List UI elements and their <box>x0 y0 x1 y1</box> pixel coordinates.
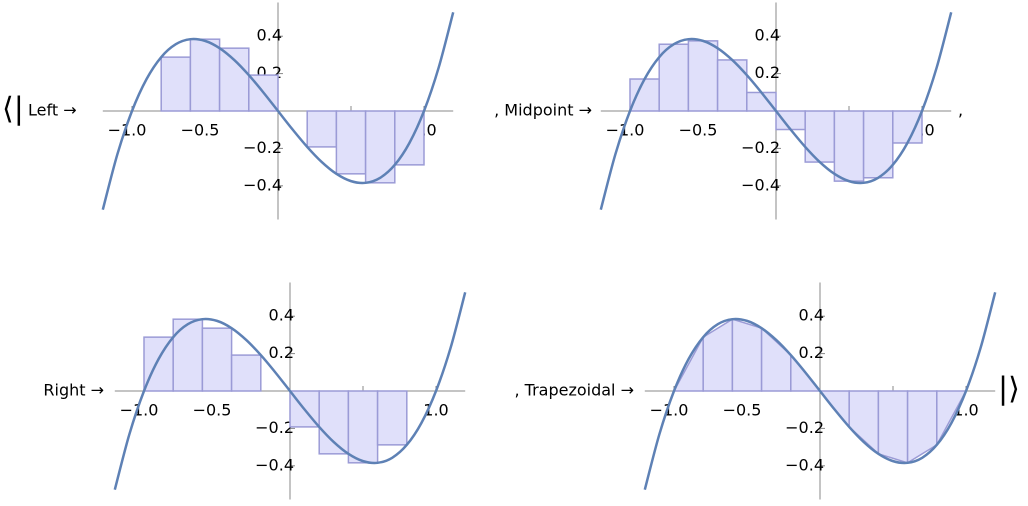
y-tick-label: −0.2 <box>785 418 824 437</box>
y-tick-label: −0.4 <box>741 175 780 194</box>
y-tick-label: 0.2 <box>755 63 780 82</box>
x-tick-label: −1.0 <box>108 121 147 140</box>
riemann-rect <box>218 47 250 112</box>
function-curve <box>113 291 467 491</box>
riemann-rect <box>364 110 396 184</box>
riemann-rect <box>833 110 865 182</box>
riemann-rect <box>201 327 233 392</box>
riemann-rect <box>629 78 660 112</box>
x-tick-label: −0.5 <box>181 121 220 140</box>
rule-label: Right → <box>43 381 104 400</box>
riemann-rect <box>230 354 262 392</box>
y-tick-label: 0.2 <box>269 343 294 362</box>
y-tick-label: 0.2 <box>799 343 824 362</box>
y-tick-label: −0.4 <box>255 455 294 474</box>
riemann-rect <box>892 110 923 144</box>
riemann-rect <box>716 59 748 112</box>
y-tick-label: −0.2 <box>243 138 282 157</box>
rule-label: Left → <box>28 101 77 120</box>
riemann-rect <box>746 91 777 112</box>
riemann-rect <box>658 43 690 112</box>
trapezoid <box>877 390 909 464</box>
y-tick-label: −0.4 <box>243 175 282 194</box>
trapezoid <box>702 317 734 392</box>
riemann-rect <box>687 40 719 112</box>
trapezoid <box>731 318 763 392</box>
y-tick-label: 0.4 <box>269 306 294 325</box>
x-tick-label: −1.0 <box>606 121 645 140</box>
trapezoid <box>906 390 938 465</box>
riemann-rect <box>376 390 408 446</box>
y-tick-label: −0.2 <box>255 418 294 437</box>
trapezoid <box>936 390 968 446</box>
function-curve <box>643 291 997 491</box>
riemann-rect <box>318 390 350 455</box>
x-tick-label: −1.0 <box>120 401 159 420</box>
riemann-rect <box>335 110 367 175</box>
riemann-rect <box>306 110 338 148</box>
x-tick-label: −0.5 <box>679 121 718 140</box>
y-tick-label: 0.4 <box>799 306 824 325</box>
riemann-rect <box>347 390 379 464</box>
separator: , <box>958 101 963 120</box>
riemann-rect <box>775 110 806 131</box>
riemann-rect <box>189 38 221 112</box>
y-tick-label: −0.2 <box>741 138 780 157</box>
rule-label: , Midpoint → <box>494 101 592 120</box>
association-close: |⟩ <box>998 372 1020 407</box>
trapezoid <box>760 326 792 392</box>
x-tick-label: −0.5 <box>723 401 762 420</box>
riemann-rect <box>160 56 192 112</box>
riemann-rect <box>804 110 836 163</box>
y-tick-label: 0.4 <box>755 26 780 45</box>
trapezoid <box>848 390 880 456</box>
x-tick-label: −0.5 <box>193 401 232 420</box>
riemann-rect <box>172 318 204 392</box>
function-curve <box>599 11 953 211</box>
y-tick-label: 0.4 <box>257 26 282 45</box>
x-tick-label: −1.0 <box>650 401 689 420</box>
rule-label: , Trapezoidal → <box>514 381 634 400</box>
y-tick-label: −0.4 <box>785 455 824 474</box>
function-curve <box>101 11 455 211</box>
riemann-rect <box>862 110 894 179</box>
association-open: ⟨| <box>2 92 24 127</box>
